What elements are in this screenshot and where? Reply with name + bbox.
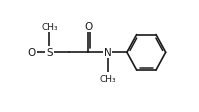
Text: N: N bbox=[104, 48, 111, 58]
Text: CH₃: CH₃ bbox=[99, 74, 116, 83]
Text: S: S bbox=[46, 48, 53, 58]
Text: O: O bbox=[28, 48, 36, 58]
Text: CH₃: CH₃ bbox=[41, 23, 58, 32]
Text: O: O bbox=[84, 22, 92, 32]
